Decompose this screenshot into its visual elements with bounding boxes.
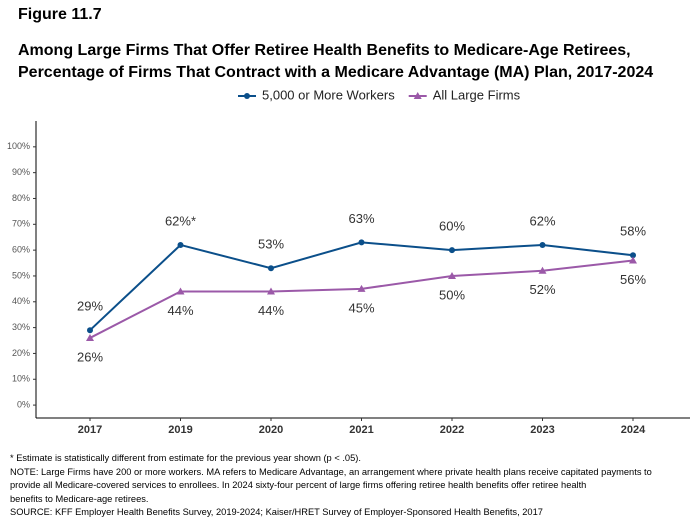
- y-tick-label: 90%: [12, 167, 30, 177]
- notes: * Estimate is statistically different fr…: [10, 452, 652, 520]
- legend-label: All Large Firms: [433, 87, 521, 102]
- y-tick-label: 80%: [12, 193, 30, 203]
- legend-label: 5,000 or More Workers: [262, 87, 395, 102]
- data-label: 63%: [348, 211, 374, 226]
- point: [358, 239, 365, 246]
- x-tick-label: 2023: [530, 424, 554, 436]
- legend-marker: [244, 93, 250, 99]
- data-label: 29%: [77, 299, 103, 314]
- data-label: 53%: [258, 237, 284, 252]
- legend-item: All Large Firms: [408, 87, 521, 102]
- y-tick-label: 60%: [12, 245, 30, 255]
- point: [629, 256, 637, 264]
- point: [449, 247, 455, 254]
- data-label: 58%: [620, 224, 646, 239]
- y-tick-label: 70%: [12, 219, 30, 229]
- point: [176, 287, 185, 295]
- legend-marker: [413, 92, 422, 99]
- point: [538, 266, 547, 274]
- x-tick-label: 2020: [259, 424, 283, 436]
- note-line: NOTE: Large Firms have 200 or more worke…: [10, 466, 652, 477]
- y-tick-label: 10%: [12, 374, 30, 384]
- y-tick-label: 50%: [12, 270, 30, 280]
- x-tick-label: 2017: [78, 424, 102, 436]
- data-label: 50%: [439, 287, 465, 302]
- data-label: 26%: [77, 349, 103, 364]
- point: [539, 241, 546, 248]
- point: [268, 265, 274, 272]
- y-tick-label: 40%: [12, 296, 30, 306]
- point: [448, 271, 456, 279]
- x-tick-label: 2022: [440, 424, 464, 436]
- y-tick-label: 0%: [17, 399, 30, 409]
- note-line: benefits to Medicare-age retirees.: [10, 493, 149, 504]
- point: [87, 327, 93, 334]
- data-label: 45%: [348, 300, 374, 315]
- data-label: 56%: [620, 272, 646, 287]
- chart-title: Among Large Firms That Offer Retiree Hea…: [18, 42, 654, 81]
- point: [630, 252, 636, 259]
- point: [86, 333, 94, 341]
- data-label: 44%: [258, 303, 284, 318]
- chart: 0% 10% 20% 30% 40% 50% 60% 70% 80% 90% 100% 2017 201…: [7, 87, 690, 436]
- point: [357, 284, 366, 292]
- series-line: [89, 259, 634, 339]
- data-label: 62%: [529, 213, 555, 228]
- point: [177, 241, 184, 248]
- legend-item: 5,000 or More Workers: [238, 87, 395, 102]
- note-line: * Estimate is statistically different fr…: [10, 453, 361, 463]
- x-tick-label: 2024: [621, 424, 646, 436]
- y-tick-label: 20%: [12, 348, 30, 358]
- figure-label: Figure 11.7: [18, 6, 102, 23]
- y-tick-label: 100%: [7, 141, 30, 151]
- y-tick-label: 30%: [12, 322, 30, 332]
- data-label: 60%: [439, 219, 465, 234]
- x-tick-label: 2021: [349, 424, 373, 436]
- data-label: 52%: [529, 282, 555, 297]
- note-line: provide all Medicare-covered services to…: [10, 480, 587, 490]
- data-label: 44%: [167, 303, 193, 318]
- point: [267, 287, 275, 295]
- x-tick-label: 2019: [168, 424, 192, 436]
- data-label: 62%*: [165, 213, 196, 228]
- note-line: SOURCE: KFF Employer Health Benefits Sur…: [10, 507, 543, 517]
